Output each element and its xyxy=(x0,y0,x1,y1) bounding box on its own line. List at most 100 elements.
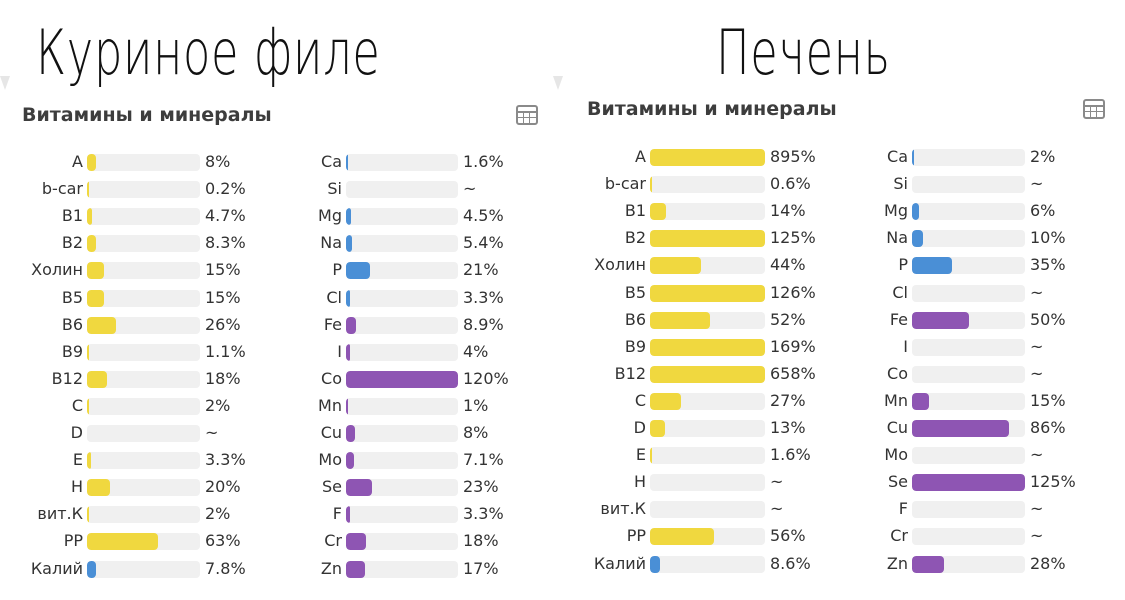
nutrient-label: P xyxy=(332,260,342,280)
nutrient-value: ~ xyxy=(1030,336,1044,356)
nutrient-value: 8% xyxy=(463,423,489,442)
bar-fill xyxy=(87,343,89,361)
nutrient-row: A 8% xyxy=(0,151,260,173)
title-liver: Печень xyxy=(716,16,891,89)
nutrient-label: Калий xyxy=(593,553,646,573)
bar-track xyxy=(912,447,1025,465)
bar-track xyxy=(87,208,200,226)
nutrient-value: 8.3% xyxy=(205,233,246,253)
nutrient-row: B9 1.1% xyxy=(0,341,260,363)
nutrient-value: 3.3% xyxy=(463,504,504,524)
nutrient-value: ~ xyxy=(1030,445,1044,465)
bar-fill xyxy=(912,555,944,573)
nutrient-label: F xyxy=(332,504,342,524)
nutrient-value: ~ xyxy=(205,423,219,442)
nutrient-row: I 4% xyxy=(260,341,520,363)
bar-fill xyxy=(87,560,96,578)
bar-fill xyxy=(912,392,929,410)
nutrient-label: Ca xyxy=(887,147,908,166)
bar-fill xyxy=(650,311,710,329)
bar-fill xyxy=(346,397,348,415)
bar-fill xyxy=(650,365,765,383)
nutrient-label: Zn xyxy=(320,558,342,578)
bar-track xyxy=(650,528,765,546)
bar-track xyxy=(650,474,765,492)
nutrient-value: 27% xyxy=(770,390,806,410)
nutrient-value: 23% xyxy=(463,477,499,497)
nutrient-row: Cl ~ xyxy=(830,282,1090,304)
nutrient-row: B6 26% xyxy=(0,314,260,336)
bar-track xyxy=(650,311,765,329)
bar-track xyxy=(912,149,1025,166)
bar-track xyxy=(650,338,765,356)
bar-track xyxy=(87,235,200,253)
bar-track xyxy=(346,397,458,415)
nutrient-value: 4% xyxy=(463,341,489,361)
nutrient-value: ~ xyxy=(1030,499,1044,519)
bar-track xyxy=(650,284,765,302)
nutrient-label: Холин xyxy=(31,260,83,280)
nutrient-value: 10% xyxy=(1030,228,1066,248)
nutrient-label: D xyxy=(633,418,646,437)
bar-track xyxy=(87,533,200,551)
nutrient-label: A xyxy=(635,147,646,166)
nutrient-row: B12 18% xyxy=(0,368,260,390)
nutrient-value: 125% xyxy=(770,228,816,248)
corner-mark xyxy=(553,76,563,90)
bar-track xyxy=(87,154,200,171)
bar-fill xyxy=(650,392,682,410)
nutrient-row: D ~ xyxy=(0,422,260,444)
bar-fill xyxy=(346,208,352,226)
nutrient-value: ~ xyxy=(1030,526,1044,546)
bar-track xyxy=(912,176,1025,194)
nutrient-row: P 35% xyxy=(830,254,1090,276)
nutrient-row: B2 8.3% xyxy=(0,232,260,254)
nutrient-label: F xyxy=(898,499,908,519)
bar-track xyxy=(912,365,1025,383)
bar-fill xyxy=(650,528,715,546)
bar-track xyxy=(87,397,200,415)
nutrient-value: 1.6% xyxy=(463,152,504,171)
title-chicken-fillet: Куриное филе xyxy=(36,16,381,89)
bar-track xyxy=(87,370,200,388)
nutrient-row: Cr ~ xyxy=(830,525,1090,547)
nutrient-row: B9 169% xyxy=(560,336,820,358)
nutrient-label: Co xyxy=(887,363,908,383)
nutrient-value: 52% xyxy=(770,309,806,329)
nutrient-value: 1.6% xyxy=(770,445,811,465)
bar-fill xyxy=(87,452,91,470)
nutrient-row: I ~ xyxy=(830,336,1090,358)
nutrient-value: 63% xyxy=(205,531,241,551)
nutrient-row: Zn 28% xyxy=(830,553,1090,575)
table-icon[interactable] xyxy=(1083,99,1105,119)
bar-fill xyxy=(87,370,108,388)
nutrient-value: 0.6% xyxy=(770,174,811,194)
bar-fill xyxy=(87,506,90,524)
bar-fill xyxy=(87,289,104,307)
bar-track xyxy=(87,479,200,497)
nutrient-value: 1% xyxy=(463,395,489,415)
nutrient-label: Mg xyxy=(884,201,908,221)
bar-fill xyxy=(912,230,924,248)
nutrient-row: A 895% xyxy=(560,146,820,168)
nutrient-value: 2% xyxy=(1030,147,1056,166)
nutrient-label: Si xyxy=(893,174,908,194)
nutrient-value: 0.2% xyxy=(205,179,246,199)
nutrient-row: H 20% xyxy=(0,476,260,498)
table-icon[interactable] xyxy=(516,105,538,125)
nutrient-value: 13% xyxy=(770,418,806,437)
nutrient-row: B5 15% xyxy=(0,287,260,309)
bar-fill xyxy=(87,479,110,497)
bar-track xyxy=(346,479,458,497)
bar-fill xyxy=(87,208,93,226)
nutrient-label: B12 xyxy=(51,368,83,388)
bar-fill xyxy=(912,149,915,166)
nutrient-row: C 2% xyxy=(0,395,260,417)
nutrient-value: ~ xyxy=(1030,282,1044,302)
nutrient-label: PP xyxy=(63,531,83,551)
nutrient-value: 26% xyxy=(205,314,241,334)
nutrient-row: PP 56% xyxy=(560,525,820,547)
bar-track xyxy=(87,506,200,524)
bar-fill xyxy=(650,555,660,573)
nutrient-value: 658% xyxy=(770,363,816,383)
